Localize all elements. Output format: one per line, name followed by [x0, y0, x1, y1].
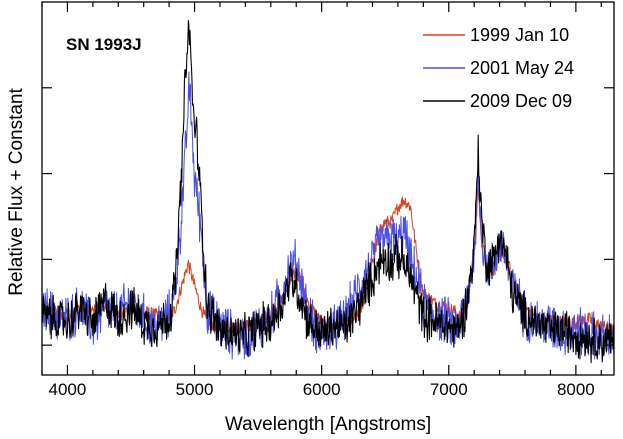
chart-title: SN 1993J — [66, 35, 142, 54]
series-layer — [42, 19, 614, 364]
x-axis-title: Wavelength [Angstroms] — [225, 414, 431, 435]
x-tick-label: 6000 — [303, 380, 341, 399]
legend: 1999 Jan 10 2001 May 24 2009 Dec 09 — [423, 25, 574, 111]
series-line-2009-dec-09 — [42, 19, 614, 364]
x-tick-label: 5000 — [176, 380, 214, 399]
ticks-layer: 4000 5000 6000 7000 8000 — [41, 2, 614, 399]
x-tick-label: 7000 — [430, 380, 468, 399]
legend-label: 1999 Jan 10 — [470, 25, 569, 45]
legend-label: 2009 Dec 09 — [470, 91, 572, 111]
y-axis-title: Relative Flux + Constant — [6, 88, 27, 296]
plot-frame — [41, 1, 615, 376]
x-tick-label: 4000 — [49, 380, 87, 399]
x-tick-label: 8000 — [557, 380, 595, 399]
legend-label: 2001 May 24 — [470, 58, 574, 78]
